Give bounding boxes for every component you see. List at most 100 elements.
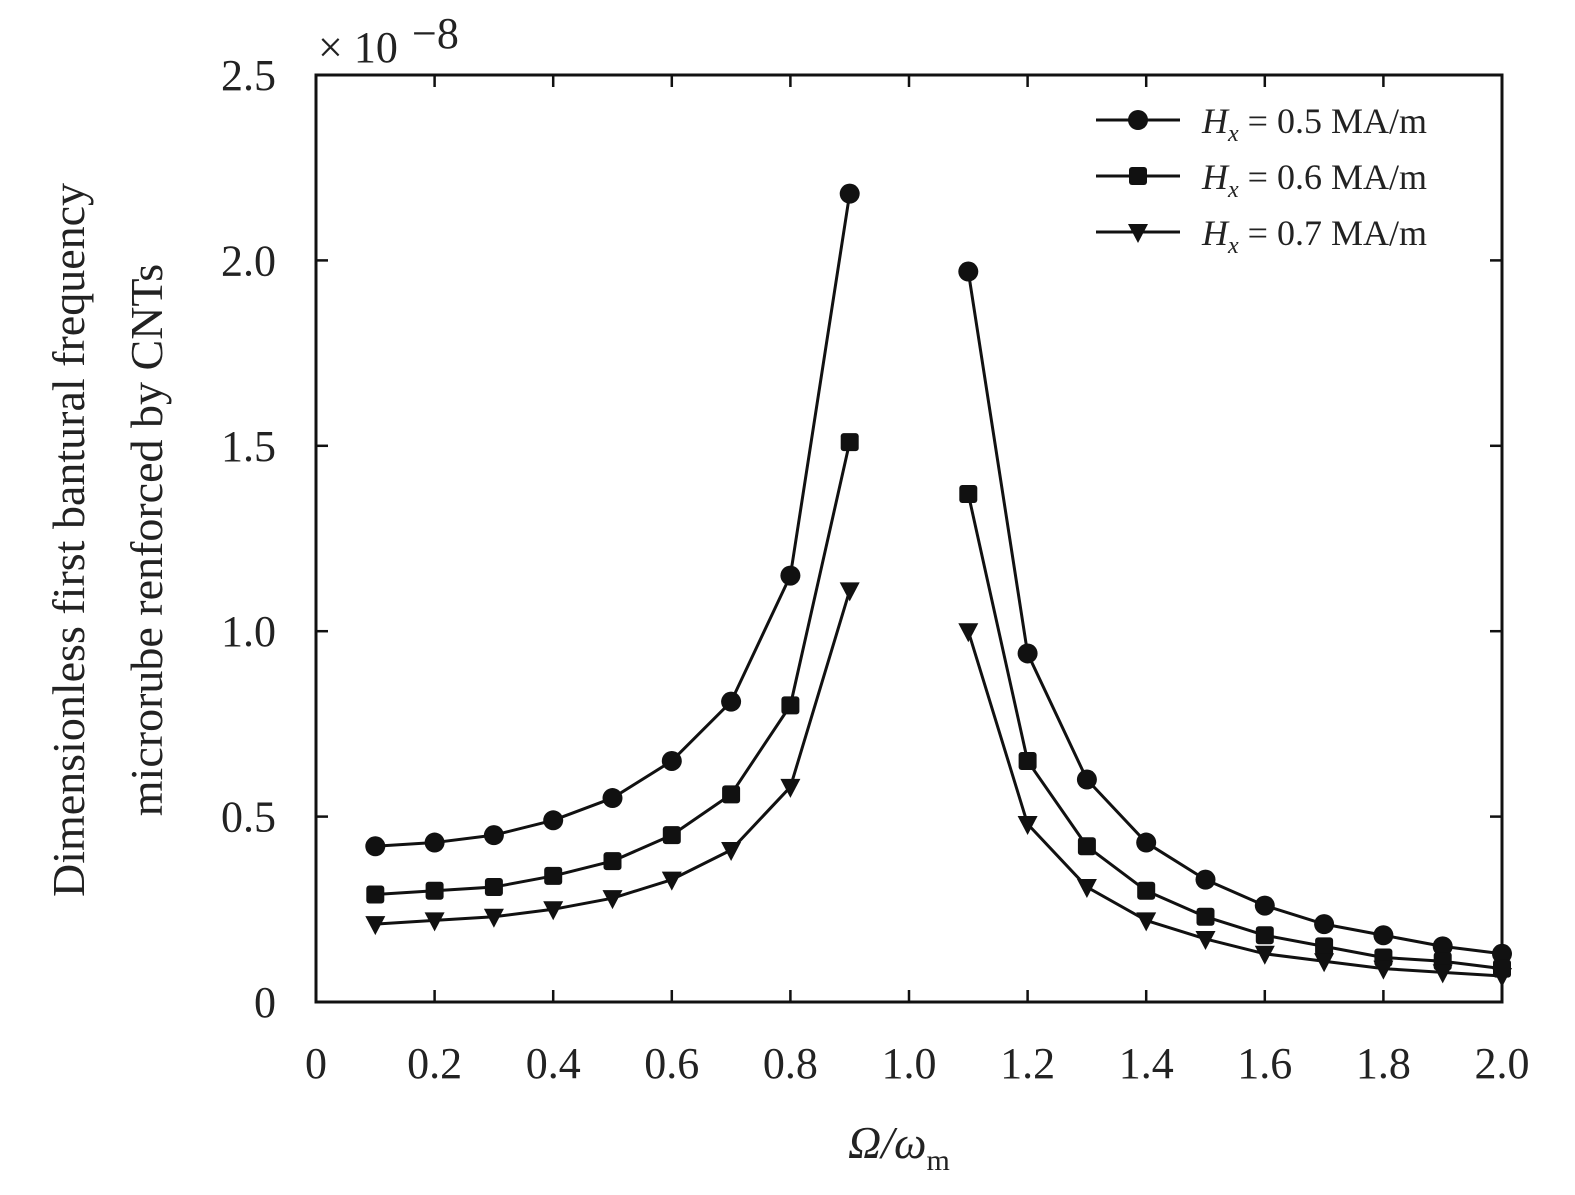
- legend-label-sub: x: [1227, 121, 1239, 147]
- data-point: [840, 433, 859, 452]
- data-point: [722, 785, 741, 804]
- series-line-1-left: [375, 193, 852, 848]
- series-line-1-right: [966, 271, 1503, 956]
- legend-label-var: H: [1201, 101, 1230, 141]
- data-point: [1196, 907, 1215, 926]
- legend-marker: [1129, 167, 1147, 185]
- data-point: [839, 582, 860, 602]
- series-line-3-left: [375, 589, 852, 926]
- data-point: [1254, 945, 1275, 965]
- legend-label-rest: = 0.7 MA/m: [1239, 213, 1427, 253]
- data-point: [425, 881, 444, 900]
- legend-label-sub: x: [1227, 177, 1239, 203]
- data-point: [1373, 925, 1394, 946]
- data-point: [839, 183, 860, 204]
- data-point: [959, 485, 978, 504]
- x-axis-title-sub: m: [927, 1144, 950, 1177]
- data-point: [483, 825, 504, 846]
- data-point: [1017, 643, 1038, 664]
- legend-label: Hx = 0.5 MA/m: [1201, 101, 1427, 147]
- data-point: [1314, 953, 1335, 973]
- x-tick-label: 1.4: [1119, 1039, 1174, 1088]
- x-tick-label: 1.0: [882, 1039, 937, 1088]
- y-axis-title-line2: microrube renforced by CNTs: [121, 264, 172, 816]
- data-point: [1432, 936, 1453, 957]
- data-point: [1076, 769, 1097, 790]
- data-point: [662, 826, 681, 845]
- data-point: [543, 901, 564, 921]
- data-point: [544, 866, 563, 885]
- data-point: [1254, 895, 1275, 916]
- legend-label-var: H: [1201, 213, 1230, 253]
- y-axis-ticks: 0 0.5 1.0 1.5 2.0 2.5: [221, 51, 1502, 1027]
- data-point: [1136, 912, 1157, 932]
- data-point: [365, 836, 386, 857]
- data-point: [484, 878, 503, 897]
- data-point: [602, 890, 623, 910]
- data-point: [780, 778, 801, 798]
- data-point: [661, 871, 682, 891]
- x-tick-label: 1.2: [1000, 1039, 1055, 1088]
- data-point: [1373, 960, 1394, 980]
- y-tick-label: 1.5: [221, 422, 276, 471]
- legend-label: Hx = 0.7 MA/m: [1201, 213, 1427, 259]
- data-point: [781, 696, 800, 715]
- legend-marker: [1128, 110, 1148, 130]
- data-point: [1492, 968, 1512, 988]
- series-line-2-left: [375, 441, 852, 896]
- legend-item-1: Hx = 0.5 MA/m: [1096, 101, 1427, 147]
- y-tick-label: 2.0: [221, 236, 276, 285]
- data-point: [424, 832, 445, 853]
- y-tick-label: 1.0: [221, 607, 276, 656]
- data-point: [602, 788, 623, 809]
- data-point: [366, 885, 385, 904]
- legend-item-2: Hx = 0.6 MA/m: [1096, 157, 1427, 203]
- legend-label-sub: x: [1227, 233, 1239, 259]
- legend-label: Hx = 0.6 MA/m: [1201, 157, 1427, 203]
- x-axis-title-main: Ω/ω: [848, 1117, 927, 1168]
- data-point: [1136, 832, 1157, 853]
- x-tick-label: 1.8: [1356, 1039, 1411, 1088]
- x-tick-label: 0.4: [526, 1039, 581, 1088]
- data-point: [543, 810, 564, 831]
- data-point: [661, 750, 682, 771]
- x-tick-label: 0.2: [407, 1039, 462, 1088]
- data-point: [1315, 937, 1334, 956]
- data-point: [780, 565, 801, 586]
- x-tick-label: 0: [305, 1039, 327, 1088]
- legend-label-rest: = 0.5 MA/m: [1239, 101, 1427, 141]
- y-multiplier-base: × 10: [318, 23, 398, 72]
- y-axis-multiplier: × 10 −8: [318, 9, 459, 72]
- x-axis-ticks: 0 0.2 0.4 0.6 0.8 1.0 1.2 1.4 1.6 1.8 2.0: [305, 75, 1530, 1088]
- series-layer: [365, 183, 1512, 988]
- data-point: [424, 912, 445, 932]
- data-point: [958, 623, 979, 643]
- y-multiplier-exponent: −8: [412, 9, 459, 58]
- x-tick-label: 0.6: [644, 1039, 699, 1088]
- data-point: [721, 841, 742, 861]
- data-point: [1077, 837, 1096, 856]
- x-axis-title: Ω/ωm: [848, 1117, 950, 1177]
- series-3: [365, 582, 1512, 988]
- series-2: [366, 433, 1511, 978]
- x-tick-label: 0.8: [763, 1039, 818, 1088]
- series-line-2-right: [966, 493, 1503, 971]
- series-line-3-right: [966, 630, 1503, 978]
- y-axis-title-line1: Dimensionless first bantural frequency: [43, 183, 94, 897]
- legend-marker: [1128, 224, 1148, 243]
- legend-label-var: H: [1201, 157, 1230, 197]
- data-point: [1195, 869, 1216, 890]
- data-point: [1314, 914, 1335, 935]
- data-point: [483, 908, 504, 928]
- data-point: [721, 691, 742, 712]
- axis-titles: Ω/ωm Dimensionless first bantural freque…: [43, 183, 950, 1177]
- data-point: [1076, 879, 1097, 899]
- data-point: [1255, 926, 1274, 945]
- x-tick-label: 1.6: [1237, 1039, 1292, 1088]
- data-point: [1137, 881, 1156, 900]
- data-point: [1432, 964, 1453, 984]
- legend-item-3: Hx = 0.7 MA/m: [1096, 213, 1427, 259]
- data-point: [1492, 943, 1512, 964]
- x-tick-label: 2.0: [1475, 1039, 1530, 1088]
